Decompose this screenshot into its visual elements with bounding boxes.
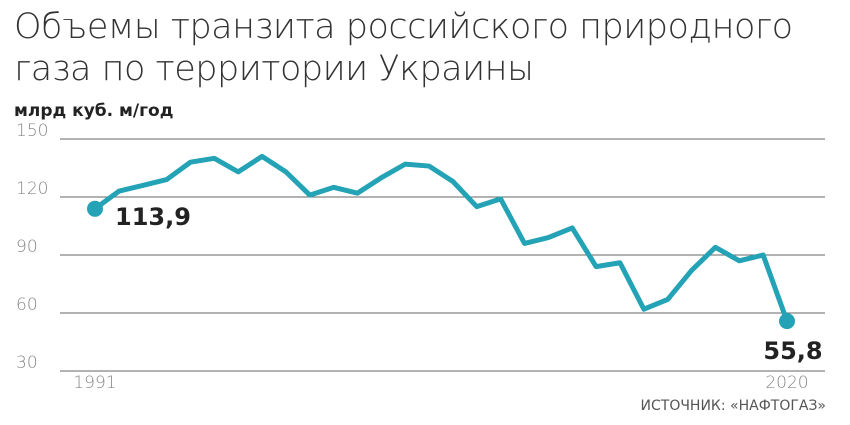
y-tick-label: 30 xyxy=(16,353,38,373)
x-tick-label: 2020 xyxy=(765,373,808,393)
y-tick-label: 60 xyxy=(16,295,38,315)
value-label: 113,9 xyxy=(115,203,191,231)
point xyxy=(87,200,103,217)
point xyxy=(779,313,795,330)
y-axis-label: млрд куб. м/год xyxy=(14,101,173,121)
line xyxy=(93,153,790,322)
y-tick-label: 90 xyxy=(16,237,38,257)
y-tick-label: 120 xyxy=(16,179,48,199)
chart-title: Объемы транзита российского природного г… xyxy=(14,7,793,89)
x-tick-label: 1991 xyxy=(73,373,116,393)
y-tick-label: 150 xyxy=(16,121,48,141)
value-label: 55,8 xyxy=(763,337,822,365)
source: ИСТОЧНИК: «НАФТОГАЗ» xyxy=(641,398,826,414)
